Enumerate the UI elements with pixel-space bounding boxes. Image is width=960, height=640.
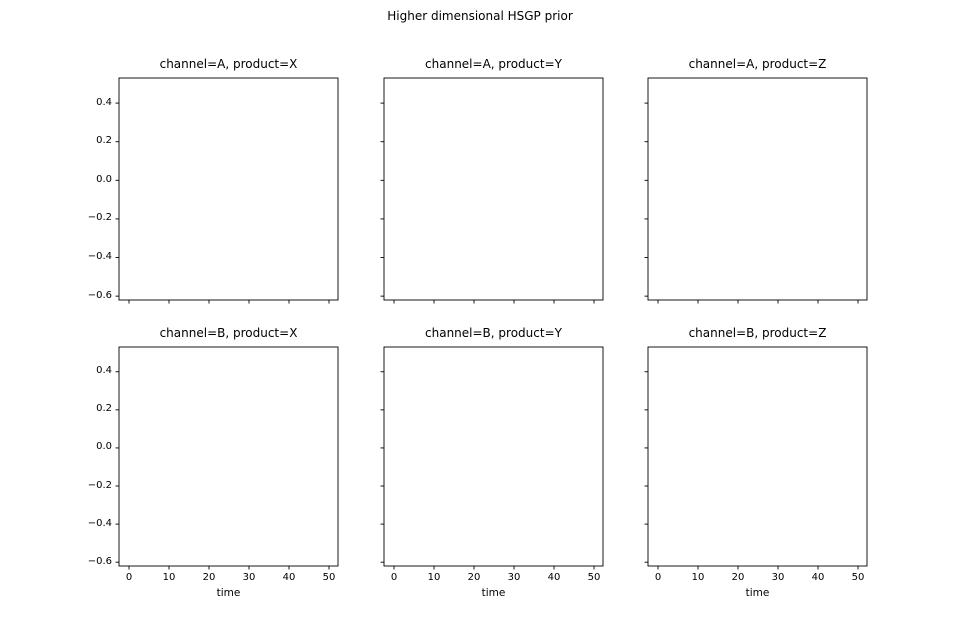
- x-axis-label: time: [481, 587, 506, 599]
- axes-frame: [118, 346, 339, 567]
- subplot-title-channel-B-product-X: channel=B, product=X: [159, 326, 298, 340]
- figure-title: Higher dimensional HSGP prior: [387, 9, 573, 23]
- x-tick-label: 30: [507, 572, 521, 583]
- x-tick-label: 30: [242, 572, 256, 583]
- x-tick-label: 0: [390, 572, 398, 583]
- axes-frame: [118, 77, 339, 301]
- y-tick-label: −0.2: [87, 479, 112, 491]
- y-tick-label: 0.0: [96, 441, 112, 453]
- y-tick-label: −0.6: [87, 289, 112, 301]
- x-tick-label: 20: [202, 572, 216, 583]
- subplot-title-channel-B-product-Z: channel=B, product=Z: [688, 326, 827, 340]
- x-tick-label: 40: [547, 572, 561, 583]
- x-tick-label: 30: [771, 572, 785, 583]
- x-tick-label: 10: [691, 572, 705, 583]
- x-tick-label: 10: [427, 572, 441, 583]
- x-tick-label: 0: [125, 572, 133, 583]
- x-tick-label: 50: [587, 572, 601, 583]
- x-tick-label: 50: [322, 572, 336, 583]
- y-tick-label: −0.2: [87, 212, 112, 224]
- subplot-title-channel-A-product-X: channel=A, product=X: [159, 57, 298, 71]
- x-tick-label: 20: [467, 572, 481, 583]
- axes-frame: [647, 346, 868, 567]
- x-axis-label: time: [745, 587, 770, 599]
- x-tick-label: 40: [811, 572, 825, 583]
- y-tick-label: 0.0: [96, 173, 112, 185]
- subplot-title-channel-A-product-Y: channel=A, product=Y: [425, 57, 562, 71]
- y-tick-label: −0.4: [87, 517, 112, 529]
- y-tick-label: 0.4: [96, 365, 112, 377]
- x-tick-label: 20: [731, 572, 745, 583]
- y-tick-label: 0.4: [96, 96, 112, 108]
- y-tick-label: 0.2: [96, 403, 112, 415]
- axes-frame: [647, 77, 868, 301]
- axes-frame: [383, 346, 604, 567]
- x-tick-label: 50: [851, 572, 865, 583]
- x-axis-label: time: [216, 587, 241, 599]
- subplot-title-channel-B-product-Y: channel=B, product=Y: [425, 326, 562, 340]
- x-tick-label: 10: [162, 572, 176, 583]
- y-tick-label: 0.2: [96, 135, 112, 147]
- y-tick-label: −0.6: [87, 555, 112, 567]
- axes-frame: [383, 77, 604, 301]
- x-tick-label: 40: [282, 572, 296, 583]
- x-tick-label: 0: [654, 572, 662, 583]
- y-tick-label: −0.4: [87, 251, 112, 263]
- subplot-title-channel-A-product-Z: channel=A, product=Z: [688, 57, 827, 71]
